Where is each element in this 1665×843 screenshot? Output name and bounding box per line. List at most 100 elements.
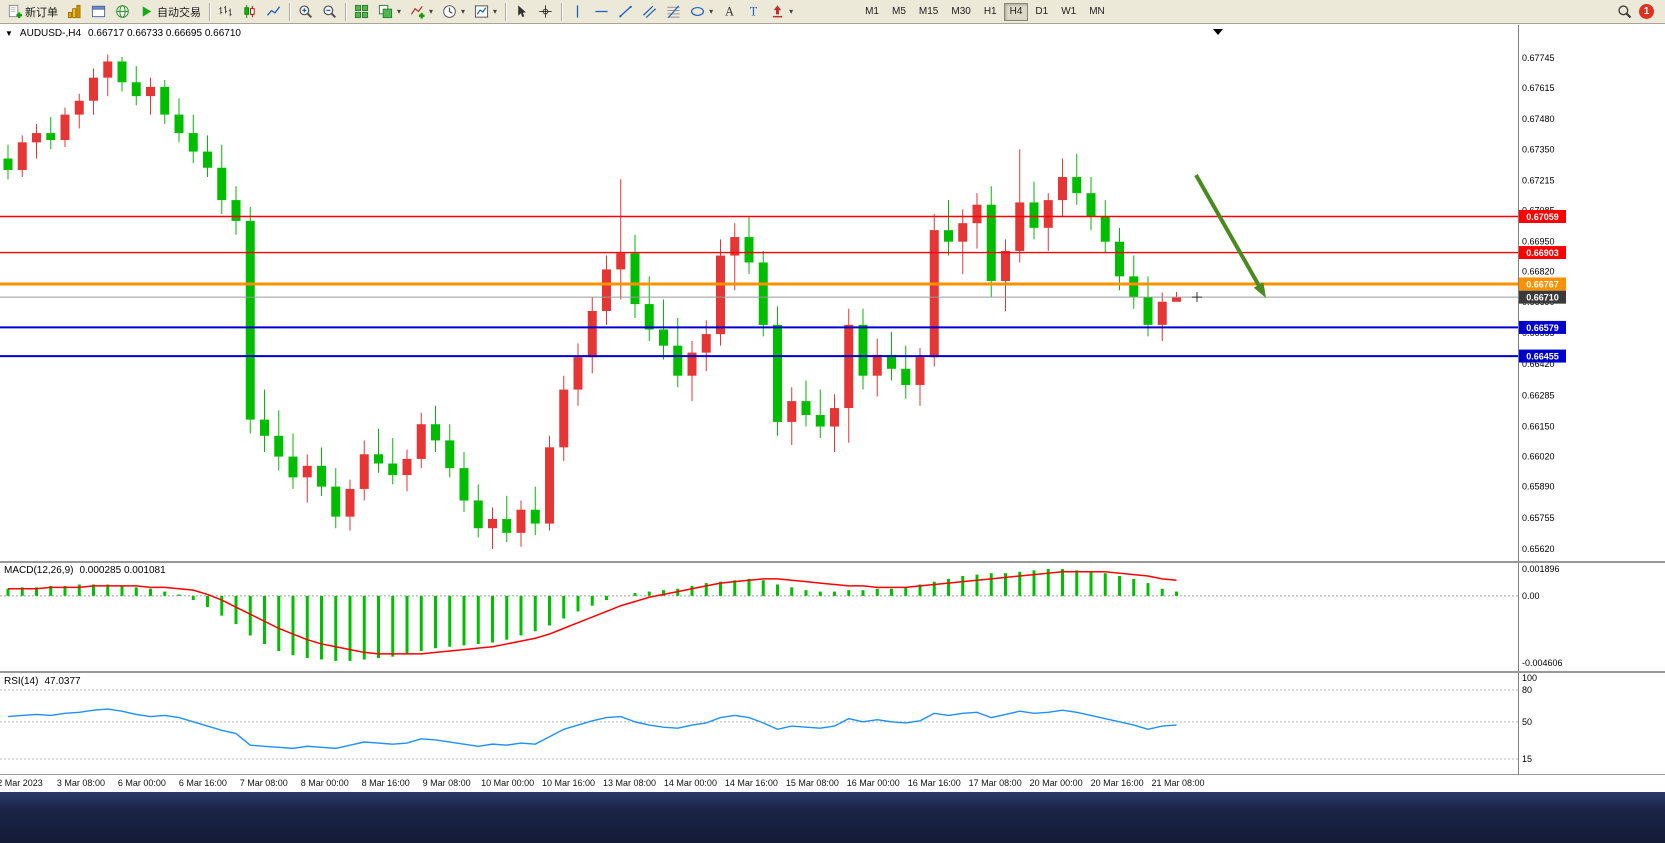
main-chart-panel[interactable]: 0.67745 0.67615 0.67480 0.67350 0.67215 0.670… bbox=[0, 25, 1665, 561]
channel-icon bbox=[642, 4, 657, 19]
new-order-icon bbox=[7, 4, 22, 19]
shapes-icon bbox=[690, 4, 705, 19]
zoom-out-button[interactable] bbox=[318, 2, 341, 22]
date-label: 6 Mar 16:00 bbox=[178, 778, 227, 788]
ohlc-values: 0.66717 0.66733 0.66695 0.66710 bbox=[88, 28, 241, 39]
date-label: 6 Mar 00:00 bbox=[117, 778, 166, 788]
line-chart-button[interactable] bbox=[262, 2, 285, 22]
text-button[interactable]: A bbox=[718, 2, 741, 22]
date-label: 15 Mar 08:00 bbox=[785, 778, 839, 788]
cursor-button[interactable] bbox=[510, 2, 533, 22]
date-label: 2 Mar 2023 bbox=[0, 778, 43, 788]
macd-chart[interactable]: 0.001896 0.00 -0.004606 bbox=[0, 563, 1665, 671]
current-price-tag bbox=[1519, 290, 1566, 304]
collapse-triangle-icon[interactable]: ▼ bbox=[5, 28, 13, 38]
bar-chart-button[interactable] bbox=[214, 2, 237, 22]
price-tag bbox=[1519, 277, 1566, 291]
rsi-panel[interactable]: 100 80 50 15 bbox=[0, 673, 1665, 774]
svg-text:0.66455: 0.66455 bbox=[1526, 352, 1559, 362]
taskbar[interactable] bbox=[0, 792, 1665, 843]
template-icon bbox=[474, 4, 489, 19]
toolbar-separator bbox=[209, 2, 210, 21]
timeframe-h1-button[interactable]: H1 bbox=[978, 3, 1003, 21]
text-label-button[interactable]: T bbox=[742, 2, 765, 22]
charts-button[interactable] bbox=[63, 2, 86, 22]
templates-button[interactable]: ▾ bbox=[470, 2, 501, 22]
auto-trading-button[interactable]: 自动交易 bbox=[135, 2, 205, 22]
text-icon: A bbox=[722, 4, 737, 19]
candles-icon bbox=[242, 4, 257, 19]
svg-text:0.67059: 0.67059 bbox=[1526, 212, 1559, 222]
periods-button[interactable]: ▾ bbox=[438, 2, 469, 22]
new-order-button[interactable]: 新订单 bbox=[3, 2, 62, 22]
timeframe-m30-button[interactable]: M30 bbox=[945, 3, 976, 21]
date-label: 10 Mar 16:00 bbox=[542, 778, 596, 788]
indicators-button[interactable]: ▾ bbox=[406, 2, 437, 22]
main-chart[interactable]: 0.67745 0.67615 0.67480 0.67350 0.67215 0.670… bbox=[0, 25, 1665, 561]
svg-text:0.65755: 0.65755 bbox=[1522, 513, 1555, 523]
chart-shift-marker[interactable] bbox=[1213, 29, 1223, 35]
timeframe-mn-button[interactable]: MN bbox=[1083, 3, 1111, 21]
trend-arrow[interactable] bbox=[1194, 174, 1263, 291]
trendline-button[interactable] bbox=[614, 2, 637, 22]
panel-separator[interactable] bbox=[0, 561, 1665, 563]
data-window-button[interactable] bbox=[87, 2, 110, 22]
svg-text:0.66420: 0.66420 bbox=[1522, 359, 1555, 369]
vline-icon bbox=[570, 4, 585, 19]
arrows-button[interactable]: ▾ bbox=[766, 2, 797, 22]
svg-text:50: 50 bbox=[1522, 717, 1532, 727]
chevron-down-icon: ▾ bbox=[493, 7, 498, 16]
date-label: 16 Mar 16:00 bbox=[907, 778, 961, 788]
svg-text:0.66579: 0.66579 bbox=[1526, 323, 1559, 333]
bars-icon bbox=[218, 4, 233, 19]
date-label: 10 Mar 00:00 bbox=[481, 778, 535, 788]
timeframe-h4-button[interactable]: H4 bbox=[1003, 2, 1029, 21]
svg-text:0.67615: 0.67615 bbox=[1522, 83, 1555, 93]
timeframe-m1-button[interactable]: M1 bbox=[859, 3, 885, 21]
macd-name: MACD(12,26,9) bbox=[4, 565, 74, 576]
fibonacci-button[interactable] bbox=[662, 2, 685, 22]
vertical-line-button[interactable] bbox=[566, 2, 589, 22]
cascade-icon bbox=[378, 4, 393, 19]
zoom-in-button[interactable] bbox=[294, 2, 317, 22]
cursor-icon bbox=[514, 4, 529, 19]
price-tag bbox=[1519, 349, 1566, 363]
toolbar-separator bbox=[505, 2, 507, 21]
rsi-chart[interactable]: 100 80 50 15 bbox=[0, 673, 1665, 774]
market-watch-button[interactable] bbox=[111, 2, 134, 22]
svg-text:0.00: 0.00 bbox=[1522, 591, 1540, 601]
panel-separator[interactable] bbox=[0, 671, 1665, 673]
svg-text:0.66950: 0.66950 bbox=[1522, 237, 1555, 247]
date-label: 14 Mar 16:00 bbox=[724, 778, 778, 788]
horizontal-line-button[interactable] bbox=[590, 2, 613, 22]
svg-text:0.65620: 0.65620 bbox=[1522, 544, 1555, 554]
candlestick-chart-button[interactable] bbox=[238, 2, 261, 22]
toolbar-separator bbox=[289, 2, 290, 21]
timeframe-m5-button[interactable]: M5 bbox=[886, 3, 912, 21]
chevron-down-icon: ▾ bbox=[397, 7, 402, 16]
rsi-line bbox=[7, 708, 1177, 750]
search-button[interactable] bbox=[1613, 2, 1636, 22]
notification-badge[interactable]: 1 bbox=[1639, 4, 1654, 19]
window-icon bbox=[91, 4, 106, 19]
label-icon: T bbox=[746, 4, 761, 19]
shapes-button[interactable]: ▾ bbox=[686, 2, 717, 22]
line-icon bbox=[266, 4, 281, 19]
timeframe-m15-button[interactable]: M15 bbox=[913, 3, 944, 21]
time-axis[interactable]: 2 Mar 2023 3 Mar 08:00 6 Mar 00:00 6 Mar 16… bbox=[0, 775, 1665, 792]
svg-text:80: 80 bbox=[1522, 685, 1532, 695]
chevron-down-icon: ▾ bbox=[429, 7, 434, 16]
crosshair-button[interactable] bbox=[534, 2, 557, 22]
timeframe-d1-button[interactable]: D1 bbox=[1029, 3, 1054, 21]
timeframe-w1-button[interactable]: W1 bbox=[1055, 3, 1082, 21]
tile-windows-button[interactable] bbox=[350, 2, 373, 22]
new-chart-button[interactable]: ▾ bbox=[374, 2, 405, 22]
svg-text:0.66020: 0.66020 bbox=[1522, 452, 1555, 462]
zoom-in-icon bbox=[298, 4, 313, 19]
equidistant-channel-button[interactable] bbox=[638, 2, 661, 22]
svg-text:0.66285: 0.66285 bbox=[1522, 390, 1555, 400]
indicators-icon bbox=[410, 4, 425, 19]
chart-gold-icon bbox=[67, 4, 82, 19]
chevron-down-icon: ▾ bbox=[461, 7, 466, 16]
macd-panel[interactable]: 0.001896 0.00 -0.004606 bbox=[0, 563, 1665, 671]
